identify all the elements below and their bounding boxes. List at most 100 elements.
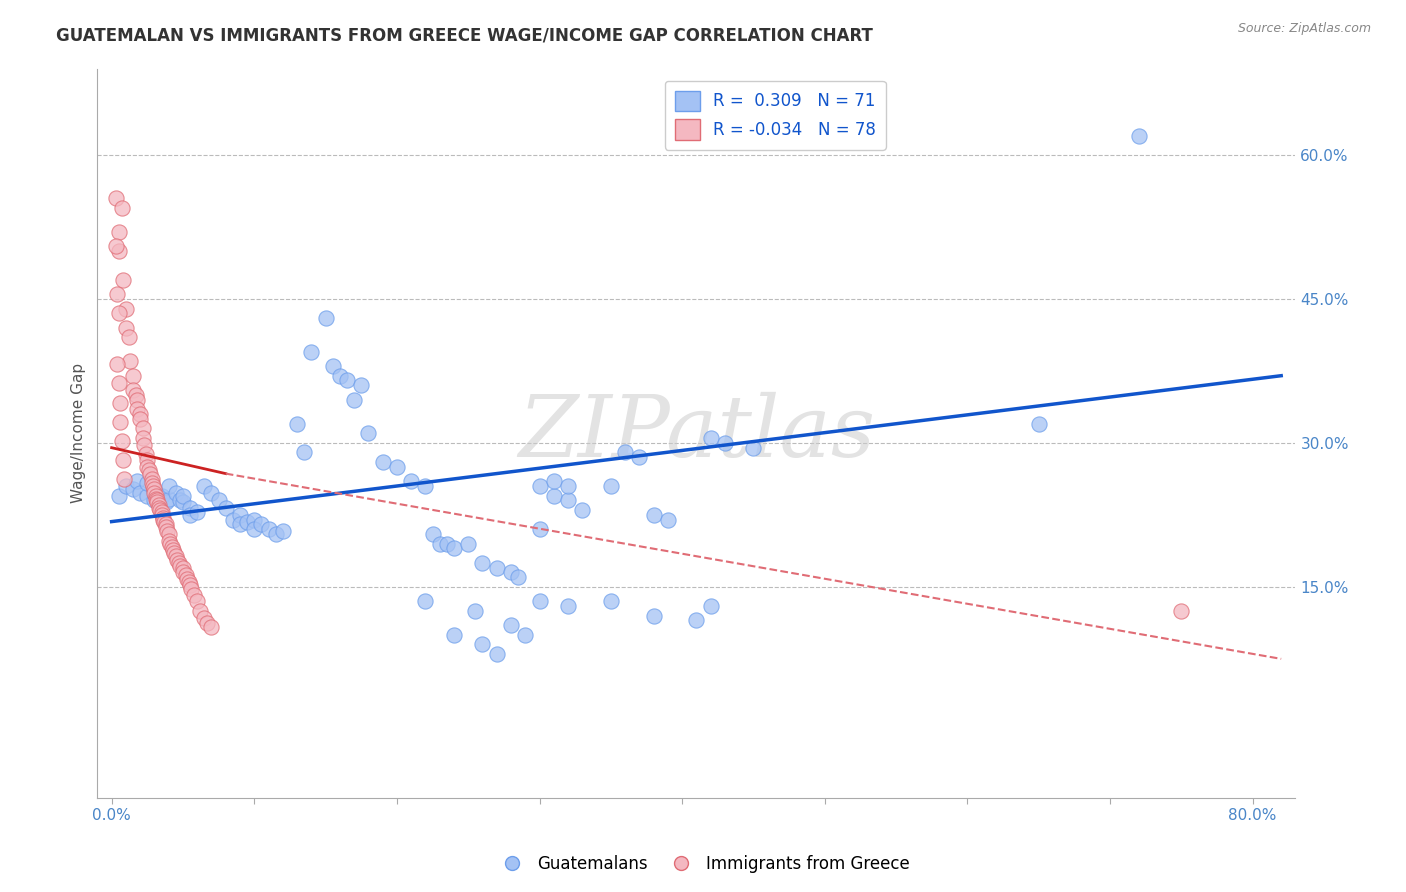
Point xyxy=(529,522,551,536)
Point xyxy=(557,493,579,508)
Point xyxy=(1028,417,1050,431)
Point xyxy=(172,560,194,574)
Point xyxy=(155,520,177,534)
Point xyxy=(543,489,565,503)
Point xyxy=(172,495,194,509)
Point xyxy=(152,513,174,527)
Point xyxy=(499,618,522,632)
Point xyxy=(177,575,200,590)
Point xyxy=(108,395,131,409)
Point xyxy=(104,191,127,205)
Point xyxy=(179,578,201,592)
Legend: Guatemalans, Immigrants from Greece: Guatemalans, Immigrants from Greece xyxy=(489,848,917,880)
Point xyxy=(155,495,177,509)
Point xyxy=(1128,128,1150,143)
Point xyxy=(176,572,198,586)
Point xyxy=(122,383,145,397)
Point xyxy=(343,392,366,407)
Point xyxy=(657,513,679,527)
Point xyxy=(499,566,522,580)
Point xyxy=(385,459,408,474)
Point xyxy=(141,472,163,486)
Point xyxy=(699,599,721,613)
Point xyxy=(138,463,160,477)
Point xyxy=(643,508,665,522)
Point xyxy=(145,489,167,503)
Point xyxy=(186,594,208,608)
Point xyxy=(129,485,152,500)
Point xyxy=(329,368,352,383)
Point xyxy=(614,445,637,459)
Point xyxy=(543,475,565,489)
Point xyxy=(105,287,128,301)
Point xyxy=(222,513,245,527)
Point xyxy=(132,431,155,445)
Point xyxy=(156,524,179,539)
Point xyxy=(471,638,494,652)
Point xyxy=(162,543,184,558)
Point xyxy=(200,620,222,634)
Point xyxy=(136,459,159,474)
Point xyxy=(257,522,280,536)
Point xyxy=(183,588,205,602)
Point xyxy=(155,517,177,532)
Point xyxy=(292,445,315,459)
Point xyxy=(443,628,465,642)
Point xyxy=(122,368,145,383)
Point xyxy=(271,524,294,539)
Point xyxy=(157,491,180,506)
Point xyxy=(143,482,166,496)
Text: ZIPatlas: ZIPatlas xyxy=(517,392,875,475)
Point xyxy=(557,599,579,613)
Point xyxy=(132,421,155,435)
Point xyxy=(229,517,252,532)
Point xyxy=(157,533,180,548)
Point xyxy=(107,489,129,503)
Point xyxy=(195,616,218,631)
Point xyxy=(207,493,229,508)
Point xyxy=(236,515,259,529)
Point xyxy=(165,485,187,500)
Point xyxy=(136,453,159,467)
Point xyxy=(508,570,530,584)
Point xyxy=(179,508,201,522)
Point xyxy=(115,301,138,316)
Point xyxy=(114,472,136,486)
Text: GUATEMALAN VS IMMIGRANTS FROM GREECE WAGE/INCOME GAP CORRELATION CHART: GUATEMALAN VS IMMIGRANTS FROM GREECE WAG… xyxy=(56,27,873,45)
Point xyxy=(250,517,273,532)
Point xyxy=(143,483,166,498)
Point xyxy=(188,604,211,618)
Point xyxy=(111,273,134,287)
Point xyxy=(443,541,465,556)
Point xyxy=(145,491,167,506)
Point xyxy=(107,225,129,239)
Point xyxy=(167,556,190,570)
Text: Source: ZipAtlas.com: Source: ZipAtlas.com xyxy=(1237,22,1371,36)
Point xyxy=(193,479,215,493)
Point xyxy=(148,498,170,512)
Point xyxy=(699,431,721,445)
Point xyxy=(169,558,191,573)
Point xyxy=(714,436,737,450)
Point xyxy=(143,493,166,508)
Point xyxy=(110,434,132,448)
Point xyxy=(107,244,129,258)
Point xyxy=(136,476,159,491)
Point xyxy=(436,537,458,551)
Point xyxy=(336,374,359,388)
Point xyxy=(215,501,238,516)
Point xyxy=(148,501,170,516)
Point xyxy=(157,527,180,541)
Point xyxy=(108,415,131,429)
Point xyxy=(169,493,191,508)
Point xyxy=(152,510,174,524)
Point xyxy=(529,479,551,493)
Point xyxy=(149,503,172,517)
Point xyxy=(243,513,266,527)
Point xyxy=(315,311,337,326)
Point xyxy=(111,453,134,467)
Point xyxy=(107,306,129,320)
Point xyxy=(150,508,173,522)
Point xyxy=(350,378,373,392)
Point xyxy=(599,479,621,493)
